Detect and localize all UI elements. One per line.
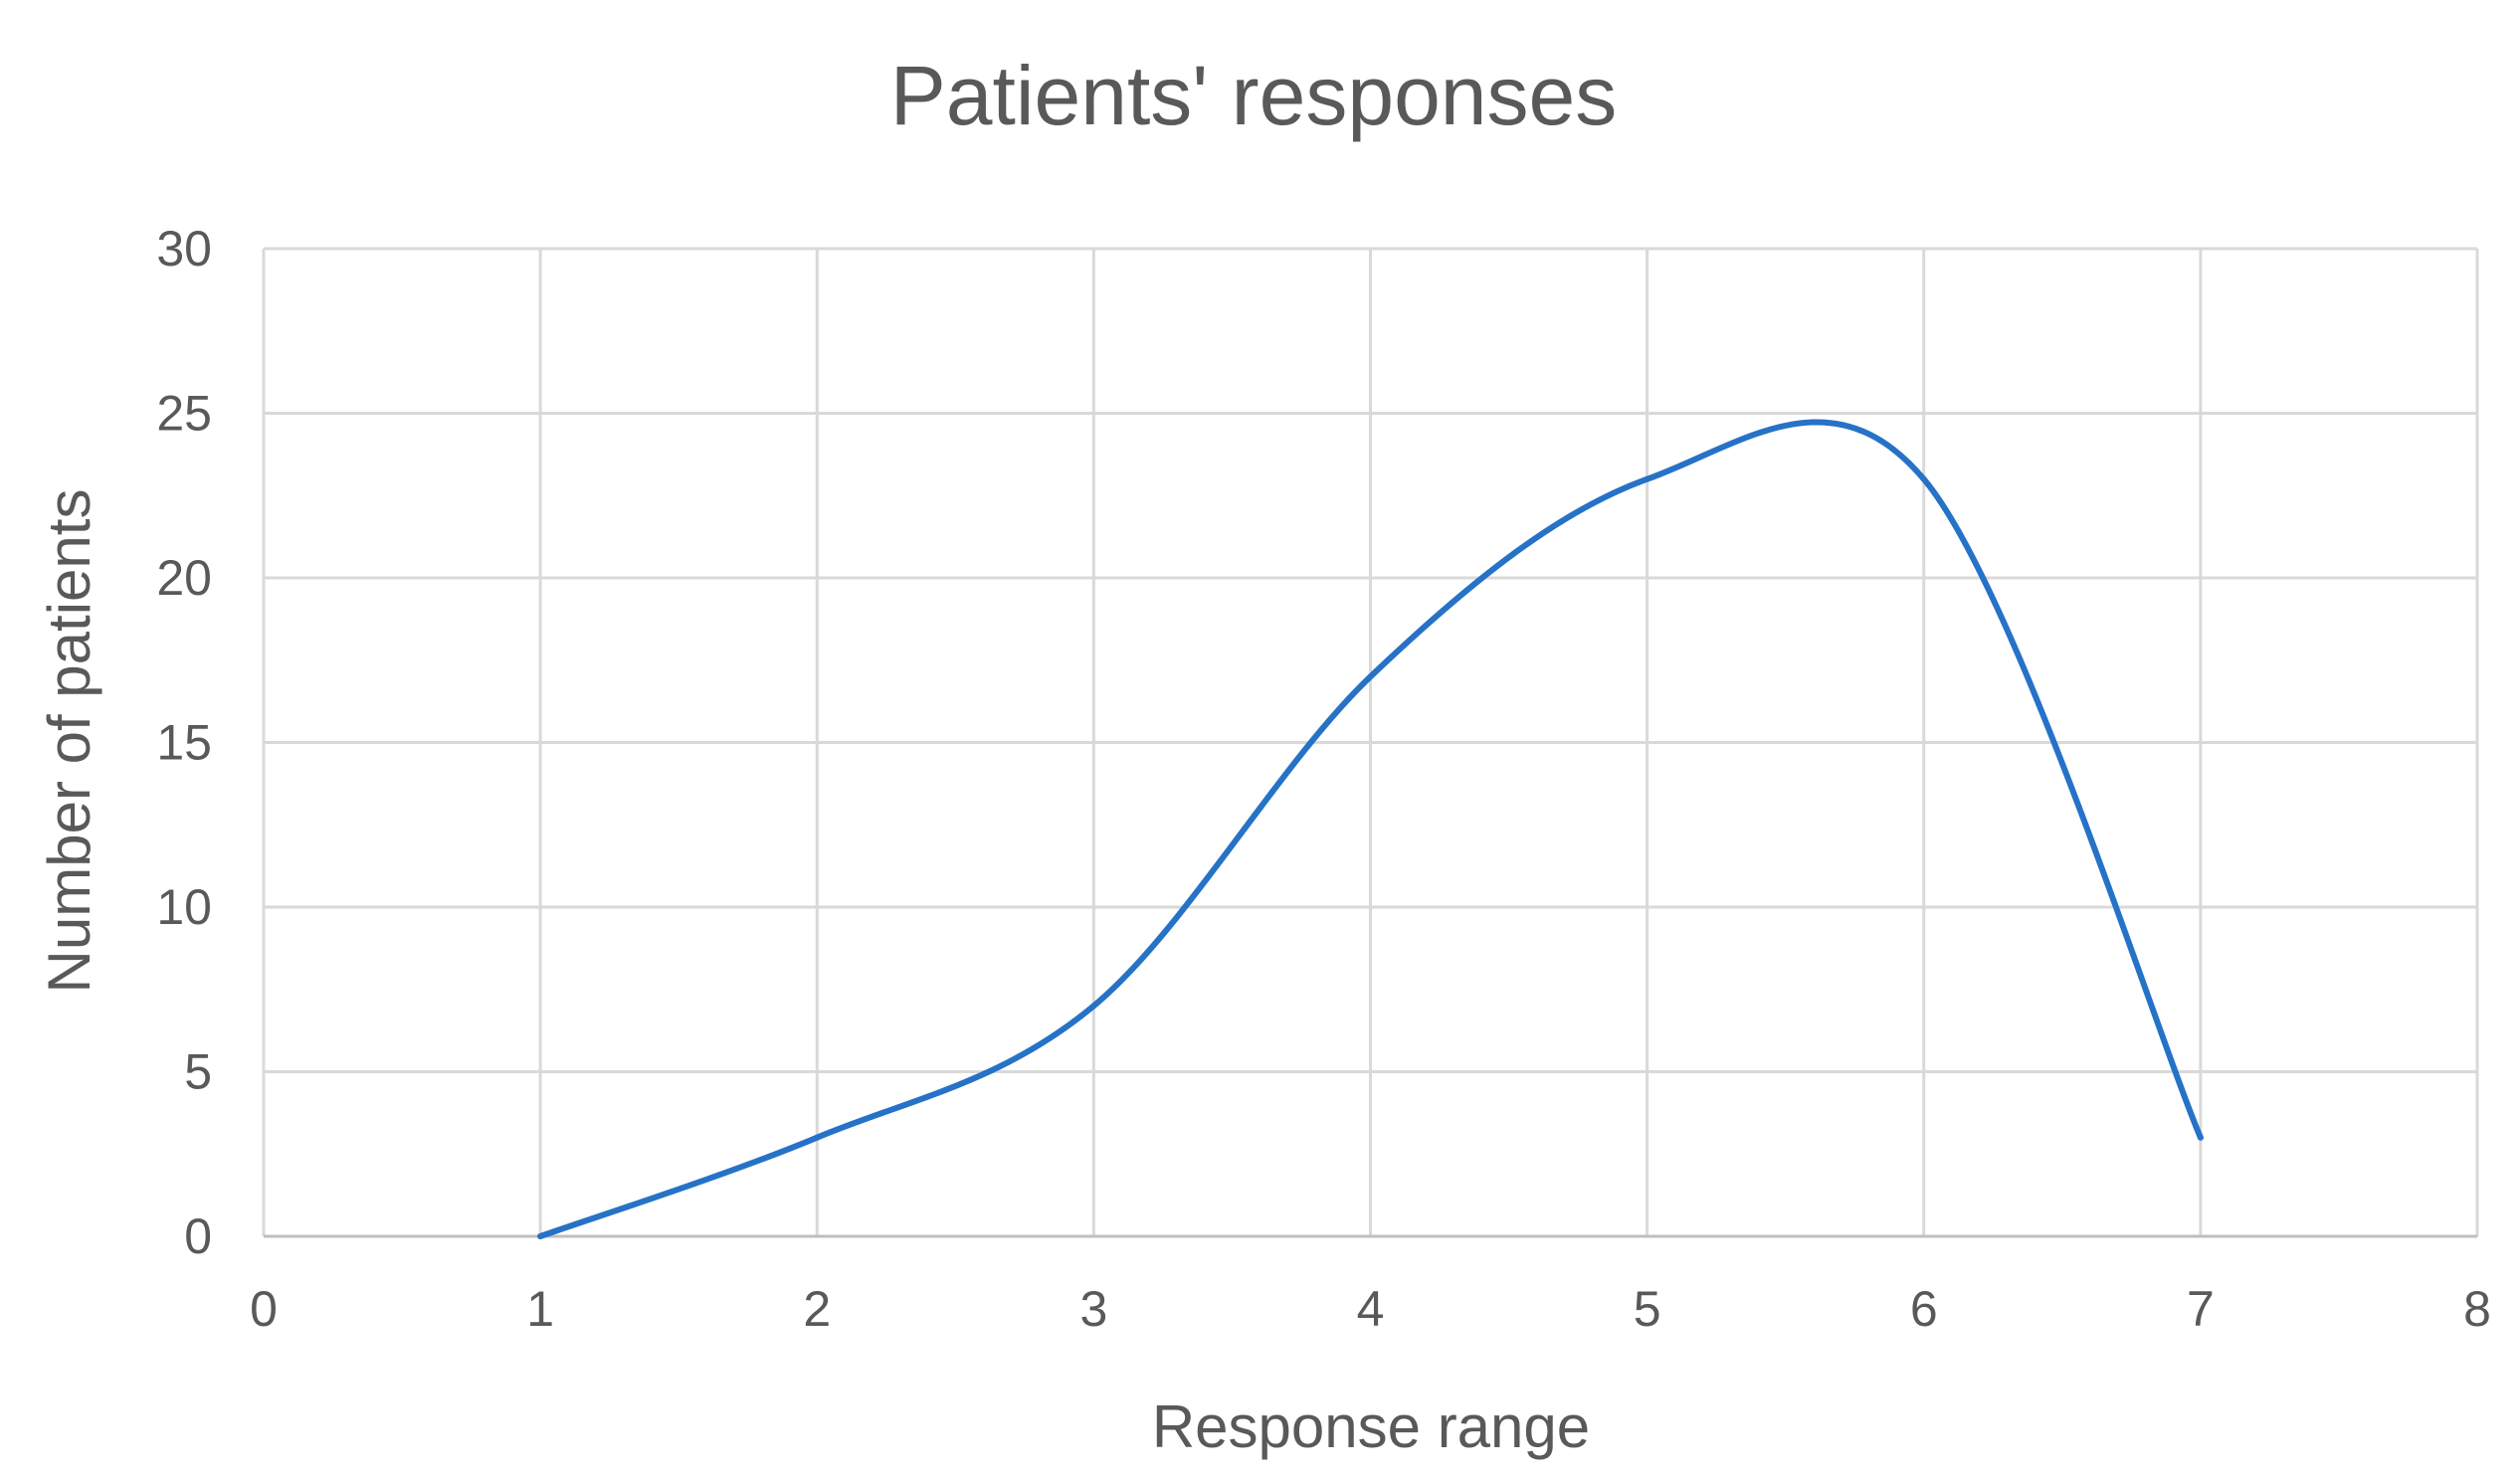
series-group <box>537 419 2204 1239</box>
x-axis-label: Response range <box>1152 1393 1590 1460</box>
data-point <box>537 1233 544 1239</box>
y-tick-label: 15 <box>156 715 212 771</box>
data-point <box>2197 1134 2204 1141</box>
x-tick-label: 5 <box>1634 1281 1661 1337</box>
x-tick-label: 7 <box>2187 1281 2215 1337</box>
data-point <box>1644 475 1650 482</box>
x-axis-tick-labels: 0 1 2 3 4 5 6 7 8 <box>250 1281 2491 1337</box>
y-tick-label: 10 <box>156 879 212 935</box>
y-tick-label: 25 <box>156 386 212 442</box>
data-point <box>1367 673 1374 680</box>
y-axis-tick-labels: 0 5 10 15 20 25 30 <box>156 221 212 1264</box>
x-tick-label: 2 <box>803 1281 831 1337</box>
y-tick-label: 20 <box>156 550 212 606</box>
x-tick-label: 6 <box>1910 1281 1938 1337</box>
data-point <box>814 1134 821 1141</box>
x-tick-label: 0 <box>250 1281 278 1337</box>
x-tick-label: 1 <box>526 1281 554 1337</box>
y-tick-label: 30 <box>156 221 212 277</box>
y-tick-label: 5 <box>184 1044 212 1100</box>
y-tick-label: 0 <box>184 1208 212 1264</box>
chart-title: Patients' responses <box>890 49 1617 142</box>
data-point <box>1090 1003 1097 1010</box>
y-axis-label: Number of patients <box>36 489 102 994</box>
x-tick-label: 4 <box>1357 1281 1385 1337</box>
x-tick-label: 3 <box>1079 1281 1107 1337</box>
gridlines <box>262 247 2479 1236</box>
x-tick-label: 8 <box>2463 1281 2491 1337</box>
data-point <box>1920 475 1927 482</box>
series-line-0 <box>537 419 2204 1239</box>
